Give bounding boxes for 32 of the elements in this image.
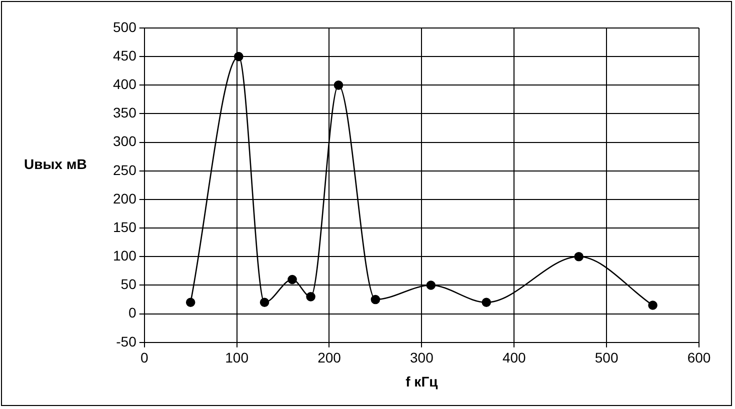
y-tick-label: 300 [113, 133, 137, 150]
y-tick-label: 500 [113, 18, 137, 35]
point [426, 280, 436, 290]
x-tick-label: 200 [318, 350, 342, 366]
point [306, 292, 316, 302]
y-tick-label: 100 [113, 248, 137, 264]
x-tick-label: 400 [502, 350, 526, 366]
point [648, 300, 658, 310]
y-tick-label: 50 [120, 276, 137, 292]
point [288, 274, 297, 284]
x-axis-title: f кГц [406, 373, 438, 390]
y-tick-label: 450 [113, 47, 137, 64]
point [334, 80, 344, 90]
y-tick-label: 250 [113, 162, 137, 178]
point [574, 252, 584, 262]
y-axis-title: Uвых мВ [24, 156, 87, 172]
x-tick-label: 600 [687, 350, 711, 366]
y-tick-label: 0 [128, 304, 137, 321]
x-tick-label: 100 [225, 350, 249, 366]
point [370, 294, 380, 304]
x-tick-label: 300 [410, 350, 434, 366]
y-tick-label: 200 [113, 190, 137, 206]
point [482, 298, 492, 308]
y-tick-label: 150 [113, 218, 137, 235]
point [186, 298, 196, 308]
y-tick-label: -50 [116, 333, 137, 350]
x-tick-label: 0 [140, 350, 148, 366]
point [260, 298, 270, 308]
x-tick-label: 500 [594, 350, 618, 366]
y-tick-label: 400 [113, 76, 137, 92]
y-tick-label: 350 [113, 104, 137, 121]
point [234, 52, 244, 62]
